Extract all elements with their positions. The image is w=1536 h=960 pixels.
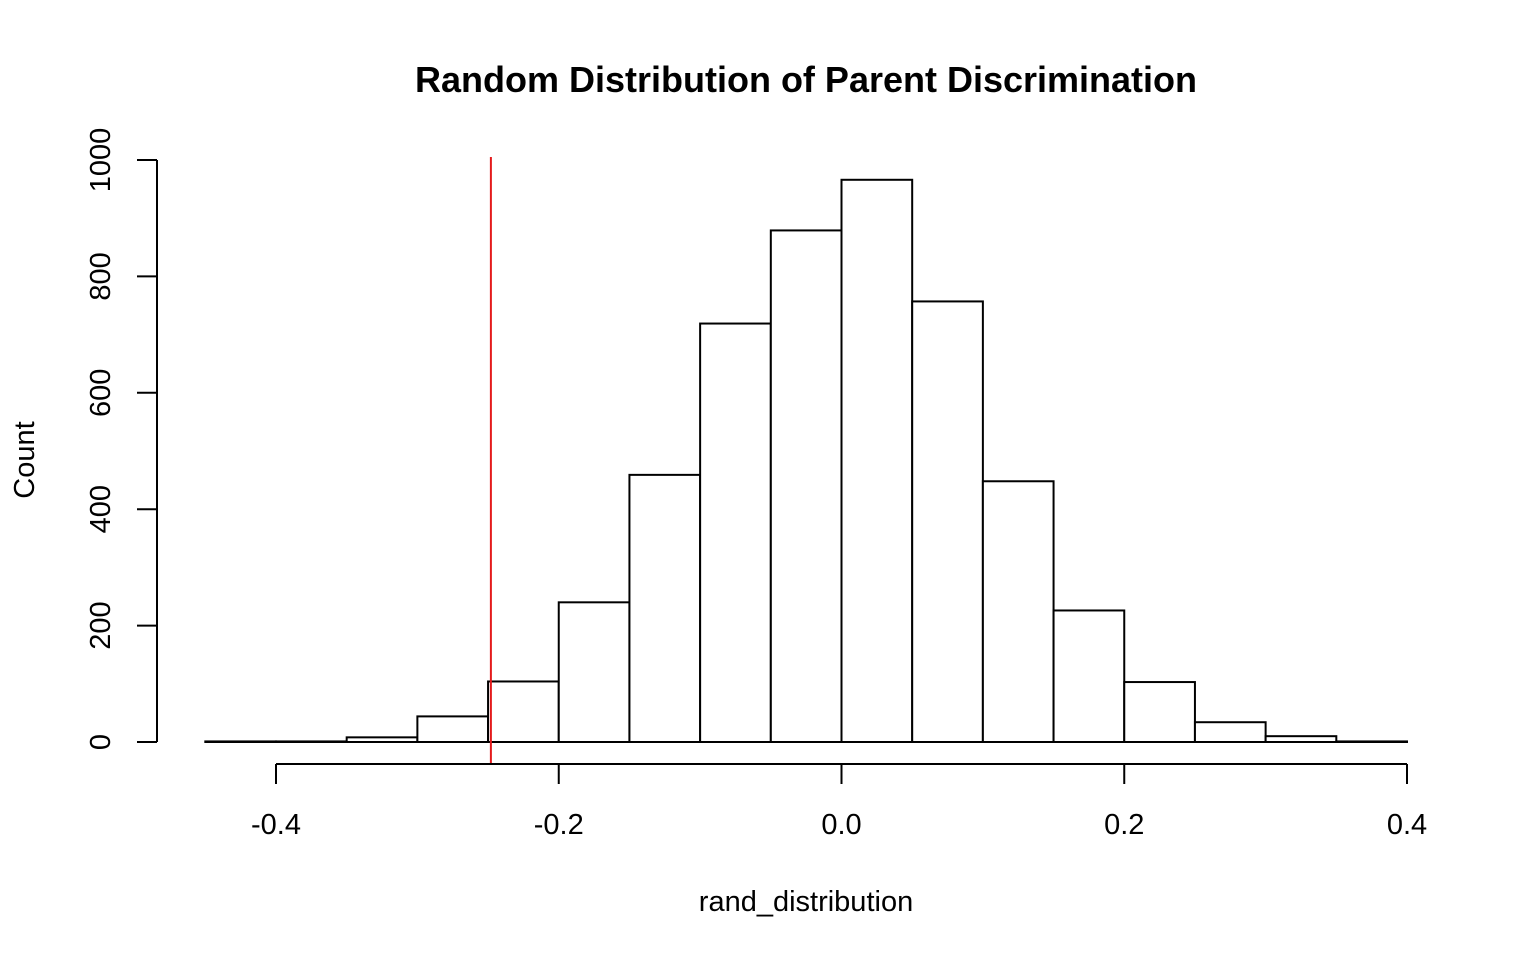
- x-axis-label: rand_distribution: [699, 886, 913, 918]
- histogram-bar: [1052, 609, 1126, 744]
- y-tick-label: 200: [85, 601, 117, 649]
- histogram-bar: [557, 601, 631, 743]
- histogram-bar: [840, 178, 914, 743]
- x-tick-label: 0.4: [1387, 809, 1427, 841]
- y-tick-label: 600: [85, 369, 117, 417]
- y-tick-label: 800: [85, 252, 117, 300]
- y-tick-label: 1000: [85, 128, 117, 193]
- chart-title: Random Distribution of Parent Discrimina…: [415, 59, 1197, 100]
- histogram-bar: [1193, 721, 1267, 743]
- x-axis: -0.4 -0.2 0.0 0.2 0.4: [251, 763, 1427, 841]
- histogram-bar: [1264, 735, 1338, 743]
- x-tick-label: -0.4: [251, 809, 301, 841]
- x-tick-label: -0.2: [534, 809, 584, 841]
- histogram-bar: [699, 322, 772, 743]
- histogram-bar: [487, 680, 560, 743]
- x-tick-label: 0.0: [821, 809, 861, 841]
- histogram-bar: [981, 480, 1055, 743]
- x-tick-label: 0.2: [1104, 809, 1144, 841]
- histogram-bar: [628, 473, 702, 743]
- y-axis-label: Count: [9, 421, 41, 498]
- histogram-bar: [1335, 740, 1408, 744]
- y-tick-label: 0: [85, 734, 117, 750]
- histogram-bar: [911, 300, 984, 743]
- histogram-bar: [1123, 681, 1196, 744]
- histogram-bar: [345, 736, 419, 743]
- histogram-bars: [204, 178, 1408, 744]
- y-tick-label: 400: [85, 485, 117, 533]
- y-axis: 0 200 400 600 800 1000: [85, 128, 158, 750]
- histogram-bar: [416, 715, 490, 744]
- histogram-bar: [204, 740, 277, 744]
- histogram-bar: [769, 229, 843, 743]
- histogram-bar: [275, 740, 348, 744]
